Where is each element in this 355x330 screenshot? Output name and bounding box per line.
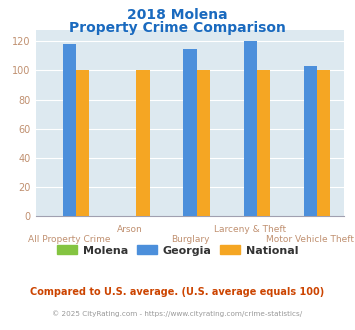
Bar [136, 71, 149, 216]
Bar [244, 41, 257, 216]
Text: Burglary: Burglary [171, 235, 209, 244]
Bar [317, 71, 330, 216]
Legend: Molena, Georgia, National: Molena, Georgia, National [53, 241, 302, 260]
Text: Larceny & Theft: Larceny & Theft [214, 225, 286, 234]
Bar [63, 44, 76, 216]
Bar [183, 49, 197, 216]
Text: Motor Vehicle Theft: Motor Vehicle Theft [267, 235, 354, 244]
Text: 2018 Molena: 2018 Molena [127, 8, 228, 22]
Text: Arson: Arson [117, 225, 143, 234]
Text: All Property Crime: All Property Crime [28, 235, 111, 244]
Text: Compared to U.S. average. (U.S. average equals 100): Compared to U.S. average. (U.S. average … [31, 287, 324, 297]
Text: Property Crime Comparison: Property Crime Comparison [69, 21, 286, 35]
Bar [197, 71, 210, 216]
Text: © 2025 CityRating.com - https://www.cityrating.com/crime-statistics/: © 2025 CityRating.com - https://www.city… [53, 311, 302, 317]
Bar [76, 71, 89, 216]
Bar [304, 66, 317, 216]
Bar [257, 71, 270, 216]
